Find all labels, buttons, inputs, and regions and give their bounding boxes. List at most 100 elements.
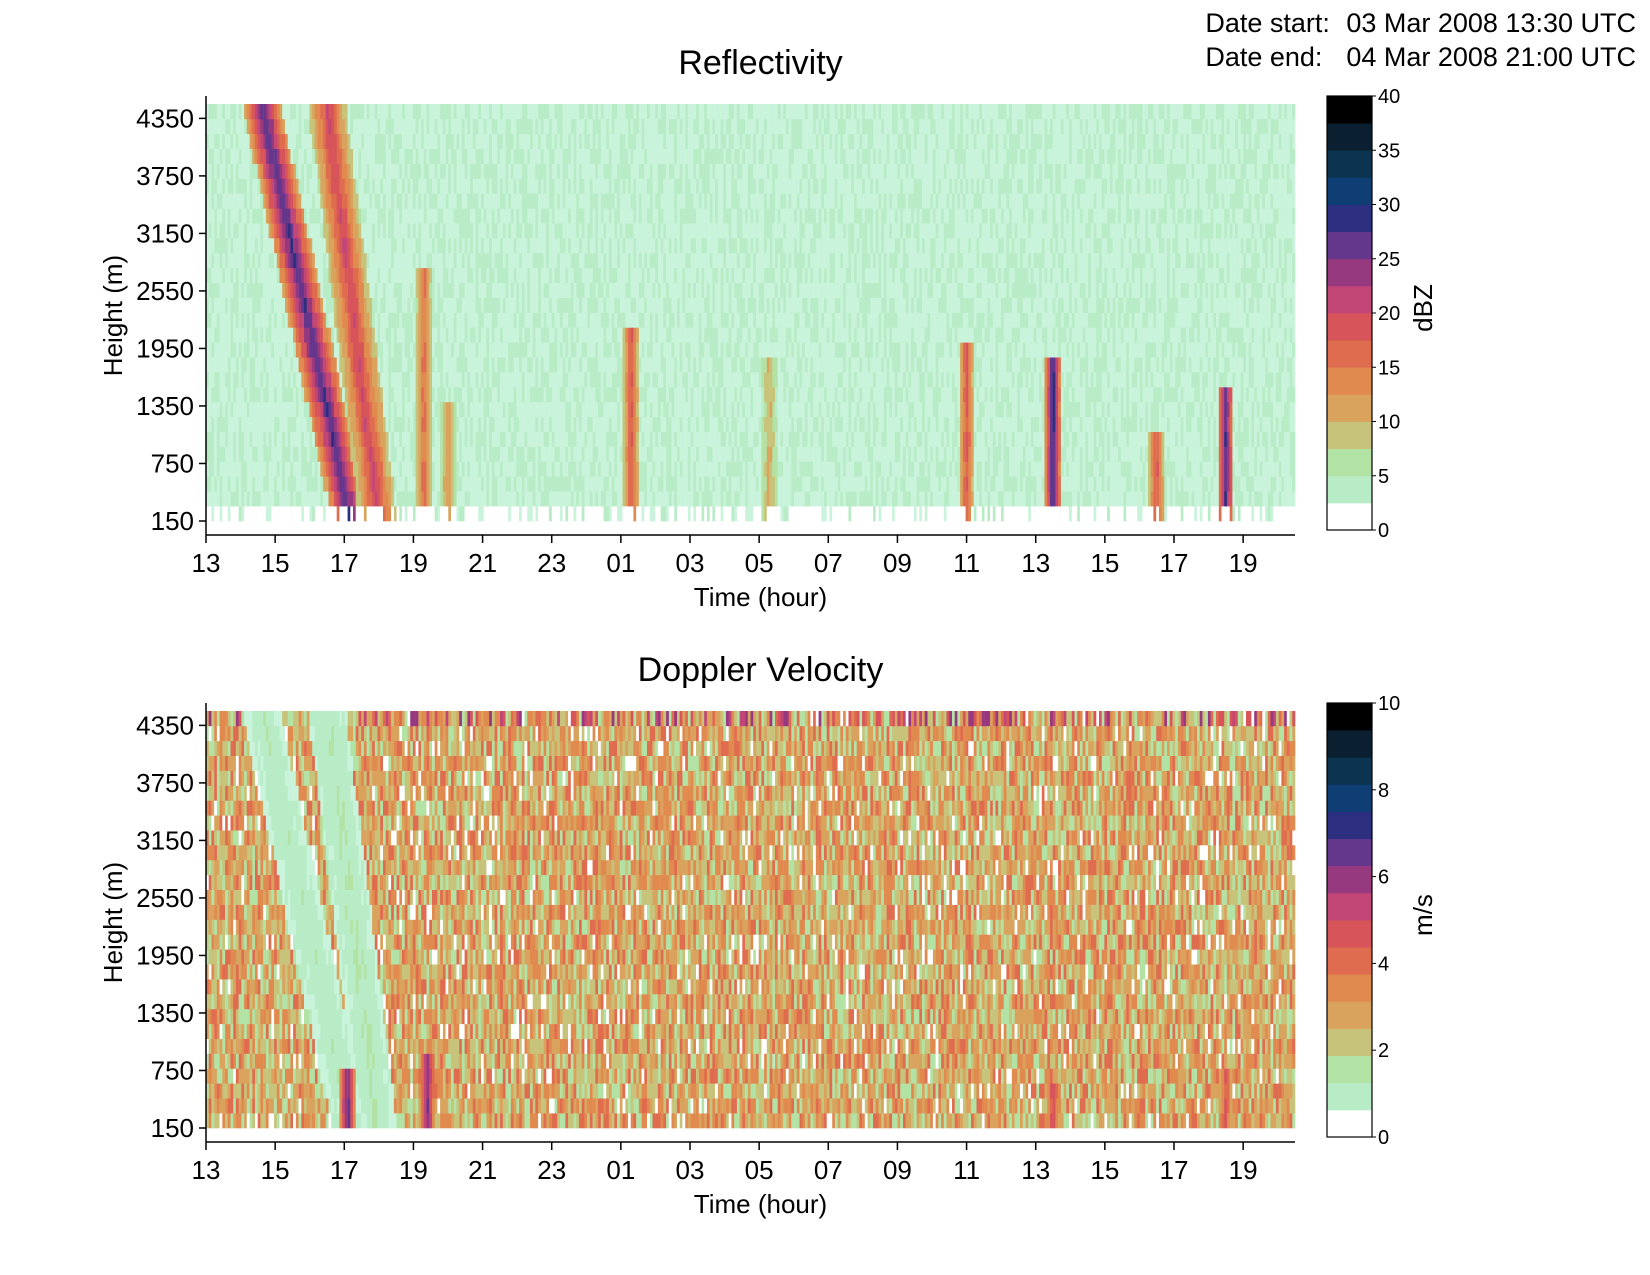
colorbar-tick-label: 2 — [1378, 1040, 1389, 1062]
x-tick-label: 19 — [399, 1155, 428, 1185]
colorbar-tick-label: 4 — [1378, 953, 1389, 975]
colorbar-step — [1327, 757, 1372, 785]
x-tick-label: 09 — [883, 1155, 912, 1185]
chart-panel-2: 13 15 17 19 21 23 01 03 05 07 09 11 13 15 17 19 150 750 13… — [98, 651, 1438, 1219]
heatmap-cells — [206, 711, 1296, 1129]
x-tick-label: 09 — [883, 548, 912, 578]
colorbar-tick-label: 25 — [1378, 249, 1400, 271]
y-tick-label: 750 — [151, 1055, 194, 1085]
y-tick-label: 2550 — [136, 883, 194, 913]
colorbar: 0 2 4 6 8 10 m/s — [1326, 693, 1438, 1149]
colorbar-step — [1327, 811, 1372, 839]
y-axis-label: Height (m) — [98, 862, 128, 983]
colorbar-step — [1327, 974, 1372, 1002]
x-tick-label: 15 — [1090, 548, 1119, 578]
y-tick-label: 3750 — [136, 768, 194, 798]
colorbar-tick-label: 30 — [1378, 195, 1400, 217]
colorbar-step — [1327, 394, 1372, 422]
colorbar-label: m/s — [1408, 894, 1438, 936]
colorbar-step — [1327, 865, 1372, 894]
x-tick-label: 23 — [537, 1155, 566, 1185]
colorbar-step — [1327, 703, 1372, 731]
y-tick-label: 1950 — [136, 333, 194, 363]
x-tick-label: 19 — [1229, 1155, 1258, 1185]
colorbar-tick-label: 6 — [1378, 867, 1389, 889]
colorbar-step — [1327, 340, 1372, 368]
x-tick-label: 15 — [1090, 1155, 1119, 1185]
colorbar-step — [1327, 231, 1372, 260]
heatmap-cells — [206, 104, 1296, 522]
date-end-value: 04 Mar 2008 21:00 UTC — [1346, 40, 1636, 74]
x-tick-label: 03 — [676, 1155, 705, 1185]
x-tick-label: 03 — [676, 548, 705, 578]
x-tick-label: 05 — [745, 1155, 774, 1185]
date-start-row: Date start: 03 Mar 2008 13:30 UTC — [1205, 6, 1636, 40]
colorbar-step — [1327, 1028, 1372, 1056]
x-tick-label: 13 — [1021, 548, 1050, 578]
x-tick-label: 19 — [1229, 548, 1258, 578]
colorbar-tick-label: 40 — [1378, 86, 1400, 108]
x-tick-label: 23 — [537, 548, 566, 578]
date-end-row: Date end: 04 Mar 2008 21:00 UTC — [1205, 40, 1636, 74]
x-tick-label: 05 — [745, 548, 774, 578]
y-tick-label: 4350 — [136, 710, 194, 740]
colorbar-label: dBZ — [1408, 284, 1438, 332]
colorbar-step — [1327, 313, 1372, 341]
x-tick-label: 19 — [399, 548, 428, 578]
date-start-value: 03 Mar 2008 13:30 UTC — [1346, 6, 1636, 40]
colorbar-frame — [1326, 702, 1373, 1138]
colorbar-step — [1327, 123, 1372, 151]
x-tick-label: 17 — [330, 1155, 359, 1185]
colorbar-step — [1327, 838, 1372, 867]
y-tick-label: 750 — [151, 448, 194, 478]
colorbar-step — [1327, 1055, 1372, 1084]
colorbar-tick-label: 0 — [1378, 520, 1389, 542]
y-tick-label: 150 — [151, 1113, 194, 1143]
y-tick-label: 1950 — [136, 940, 194, 970]
x-tick-label: 01 — [606, 548, 635, 578]
colorbar-tick-label: 5 — [1378, 466, 1389, 488]
colorbar-step — [1327, 96, 1372, 124]
colorbar-step — [1327, 784, 1372, 812]
colorbar-tick-label: 8 — [1378, 780, 1389, 802]
chart-title: Doppler Velocity — [638, 651, 884, 689]
x-tick-label: 15 — [261, 548, 290, 578]
x-tick-label: 21 — [468, 1155, 497, 1185]
x-tick-label: 17 — [330, 548, 359, 578]
colorbar-tick-label: 20 — [1378, 303, 1400, 325]
colorbar-step — [1327, 177, 1372, 205]
colorbar-step — [1327, 730, 1372, 758]
colorbar-step — [1327, 1109, 1372, 1138]
x-tick-label: 07 — [814, 548, 843, 578]
colorbar-step — [1327, 892, 1372, 921]
colorbar-step — [1327, 367, 1372, 395]
colorbar-tick-label: 10 — [1378, 693, 1400, 715]
colorbar-step — [1327, 475, 1372, 504]
x-tick-label: 11 — [953, 1155, 980, 1185]
x-tick-label: 01 — [606, 1155, 635, 1185]
colorbar-tick-label: 35 — [1378, 140, 1400, 162]
y-tick-label: 1350 — [136, 998, 194, 1028]
x-tick-label: 11 — [953, 548, 980, 578]
colorbar-step — [1327, 502, 1372, 531]
y-tick-label: 150 — [151, 506, 194, 536]
x-tick-label: 07 — [814, 1155, 843, 1185]
y-tick-label: 3150 — [136, 825, 194, 855]
colorbar-step — [1327, 421, 1372, 449]
x-tick-label: 17 — [1160, 1155, 1189, 1185]
y-tick-label: 3150 — [136, 218, 194, 248]
date-start-label: Date start: — [1205, 6, 1346, 40]
y-tick-label: 3750 — [136, 161, 194, 191]
colorbar-step — [1327, 1082, 1372, 1111]
y-tick-label: 2550 — [136, 276, 194, 306]
chart-panel-1: 13 15 17 19 21 23 01 03 05 07 09 11 13 15 17 1915075013… — [98, 44, 1438, 612]
colorbar-tick-label: 10 — [1378, 412, 1400, 434]
y-tick-label: 1350 — [136, 391, 194, 421]
x-axis-label: Time (hour) — [694, 582, 827, 612]
colorbar-step — [1327, 285, 1372, 314]
chart-title: Reflectivity — [678, 44, 842, 82]
date-range: Date start: 03 Mar 2008 13:30 UTC Date e… — [1205, 6, 1636, 74]
colorbar-tick-label: 0 — [1378, 1127, 1389, 1149]
x-tick-label: 13 — [1021, 1155, 1050, 1185]
